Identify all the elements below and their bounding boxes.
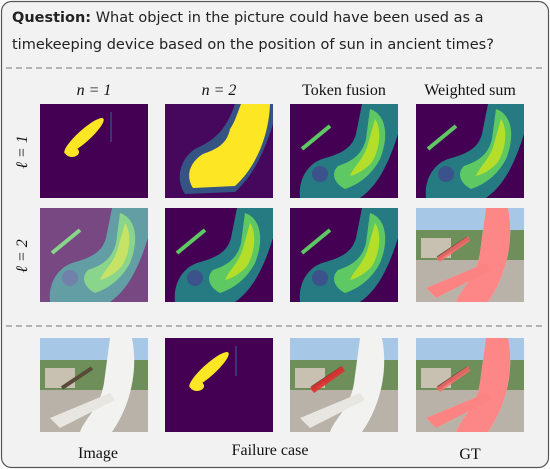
heatmap	[290, 208, 398, 302]
caption: Failure case	[232, 442, 309, 459]
gt-photo	[416, 338, 524, 432]
heatmap	[165, 104, 273, 198]
input-photo	[40, 338, 148, 432]
heatmap	[290, 104, 398, 198]
question-line1: Question: What object in the picture cou…	[12, 10, 484, 26]
heatmap	[40, 208, 148, 302]
heatmap	[165, 338, 273, 432]
column-header: n = 2	[202, 82, 237, 99]
prediction-photo	[416, 208, 524, 302]
question-line2: timekeeping device based on the position…	[12, 37, 494, 53]
caption: GT	[459, 446, 481, 463]
column-header: Token fusion	[302, 82, 386, 99]
heatmap	[165, 208, 273, 302]
row-label: ℓ = 1	[14, 135, 31, 168]
caption: Image	[78, 445, 118, 462]
heatmap	[416, 104, 524, 198]
column-header: n = 1	[77, 82, 112, 99]
column-header: Weighted sum	[424, 82, 516, 99]
failure-photo	[290, 338, 398, 432]
heatmap	[40, 104, 148, 198]
row-label: ℓ = 2	[14, 239, 31, 272]
